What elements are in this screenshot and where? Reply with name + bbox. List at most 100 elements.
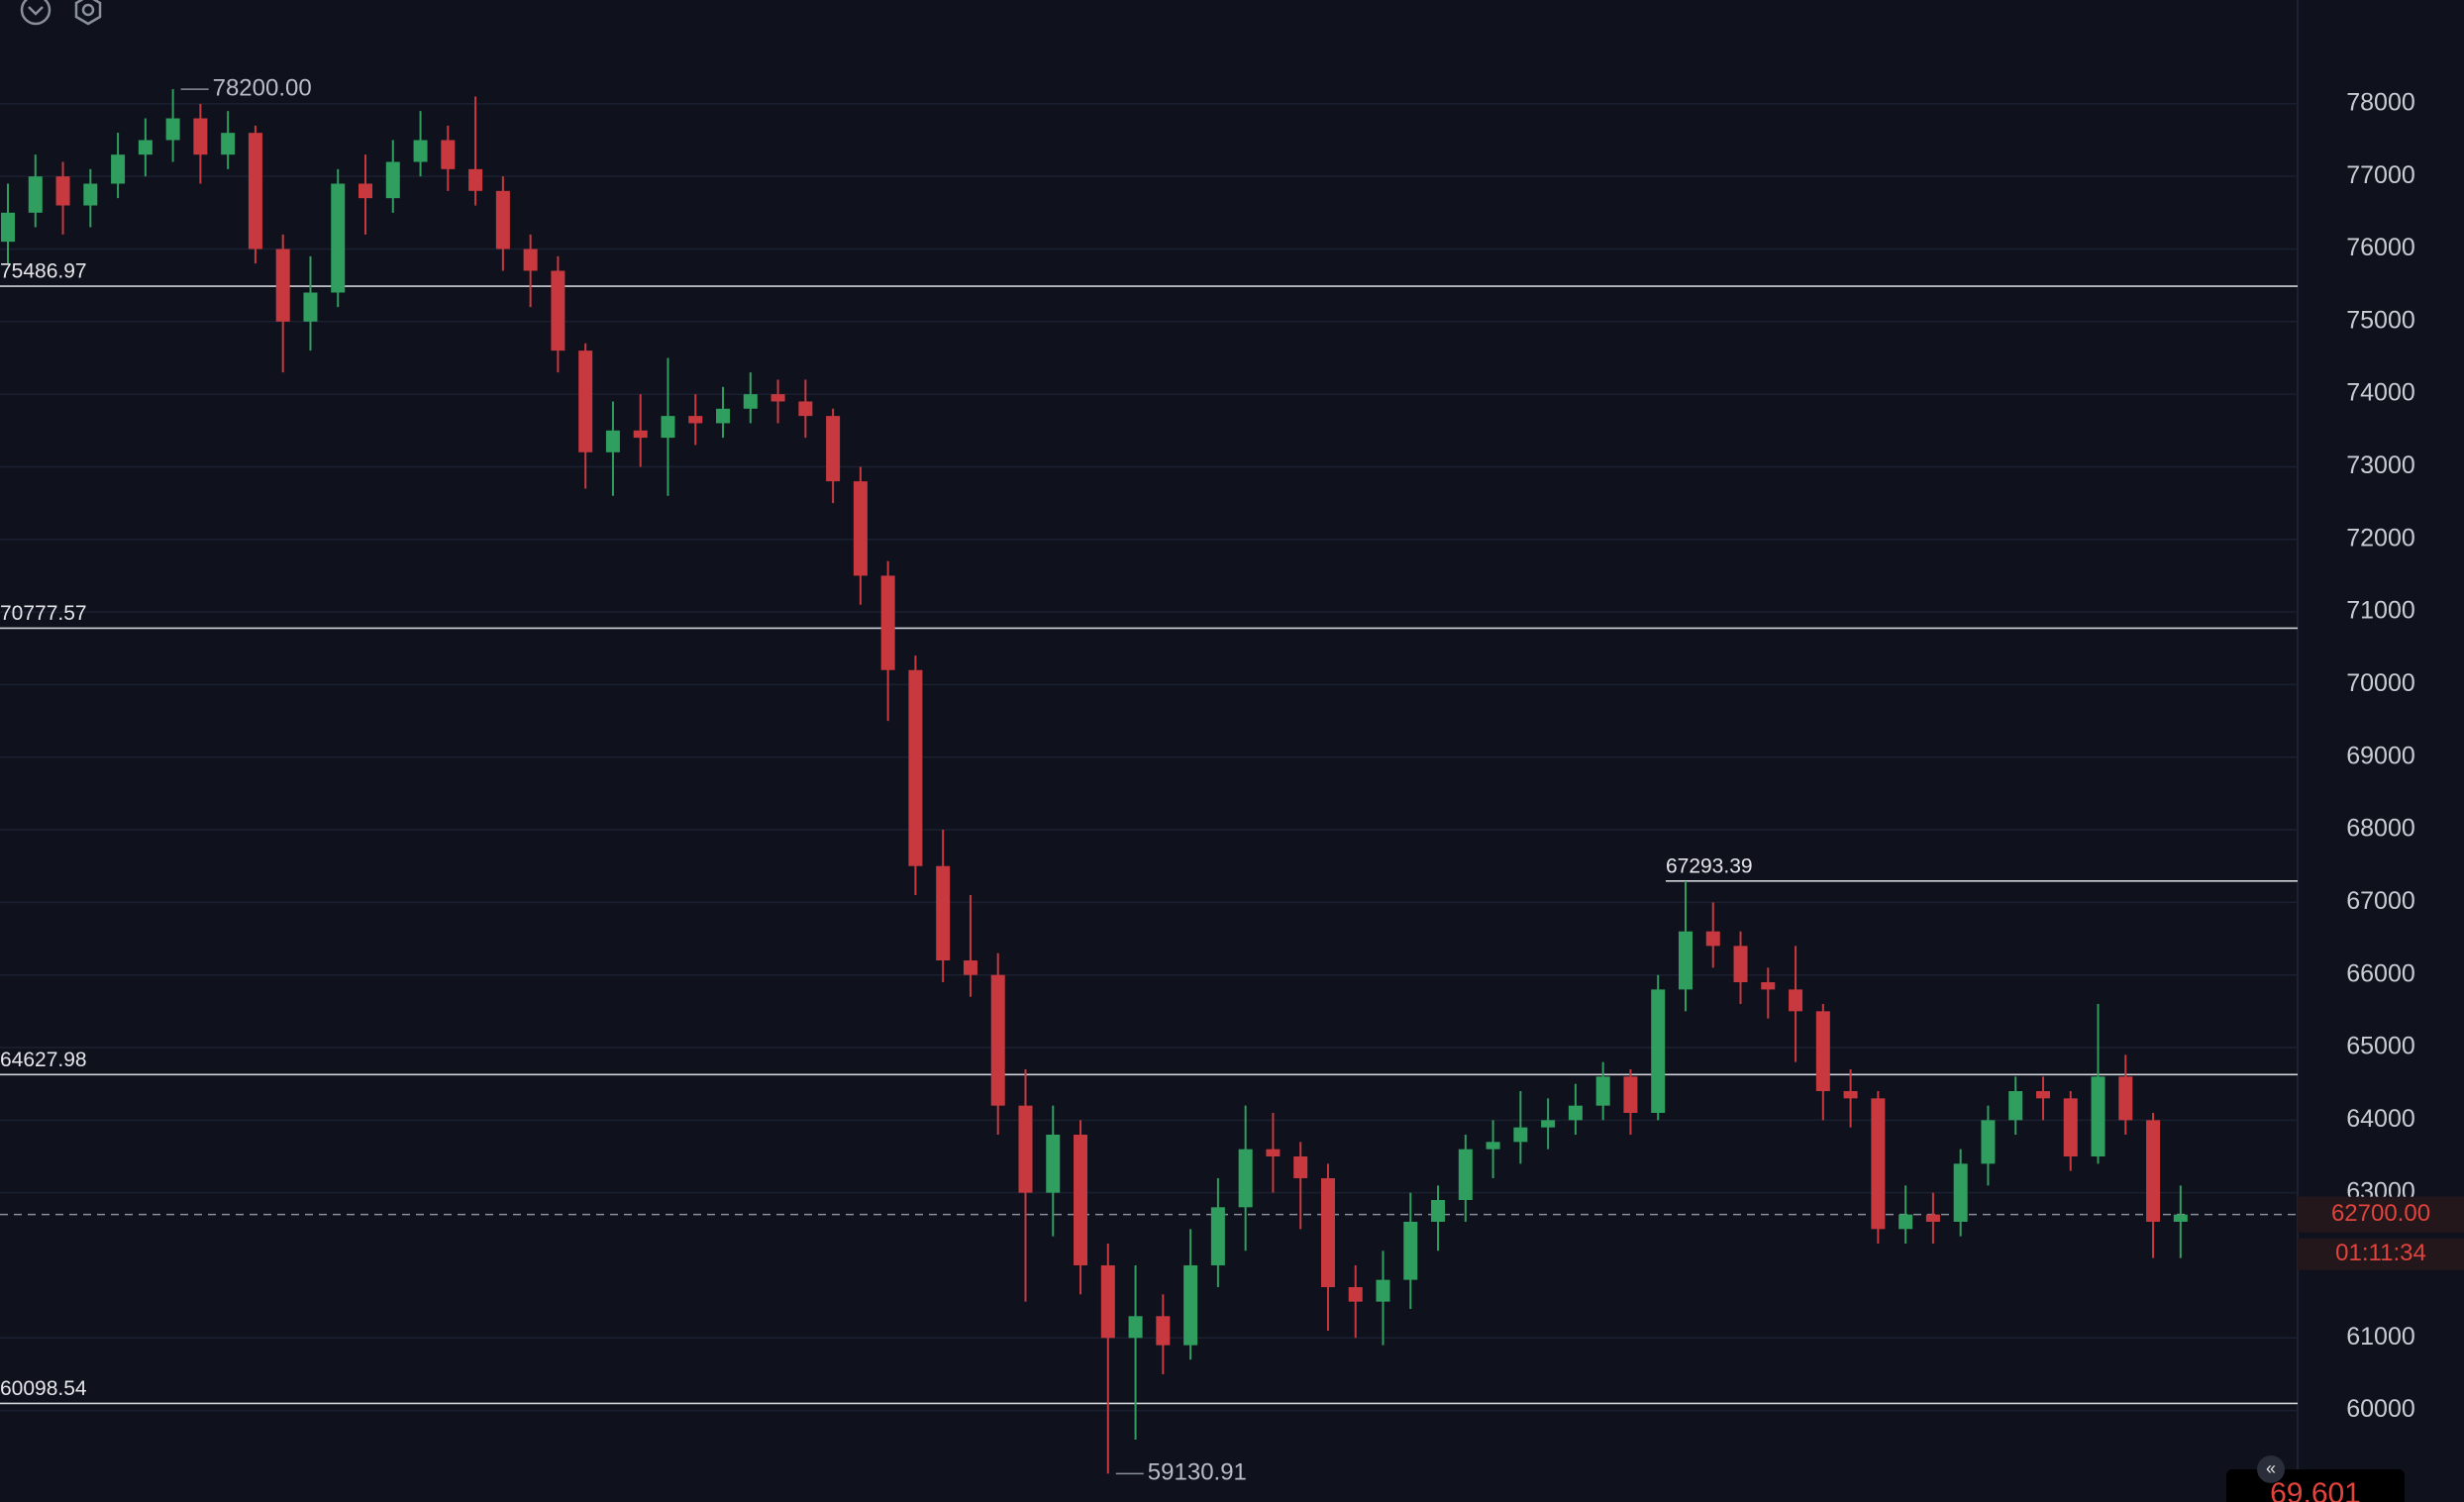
y-tick-label: 60000 (2346, 1395, 2415, 1423)
candle-body (826, 416, 841, 482)
candle-body (716, 408, 731, 424)
candle-body (55, 176, 70, 206)
high-marker-label: 78200.00 (213, 75, 312, 102)
y-tick-label: 69000 (2346, 742, 2415, 769)
candle-body (495, 190, 510, 250)
candle-body (303, 292, 318, 322)
y-tick-label: 75000 (2346, 306, 2415, 334)
scroll-button[interactable] (2257, 1455, 2285, 1483)
price-axis: 6000061000630006400065000660006700068000… (2298, 88, 2464, 1423)
candle-body (605, 430, 620, 452)
y-tick-label: 68000 (2346, 815, 2415, 843)
candle-body (578, 350, 593, 452)
toolbar-icons[interactable] (20, 0, 102, 26)
candle-body (1293, 1155, 1308, 1178)
candle-body (1705, 931, 1720, 947)
candle-body (688, 416, 703, 424)
candle-body (770, 394, 785, 402)
candle-body (1348, 1286, 1363, 1302)
bottom-label: 69,601 (2270, 1477, 2361, 1502)
candle-body (111, 154, 126, 184)
countdown-label: 01:11:34 (2335, 1240, 2426, 1266)
candle-body (1486, 1142, 1500, 1150)
candle-body (798, 401, 813, 417)
candle-body (2146, 1120, 2161, 1222)
candle-body (1210, 1207, 1225, 1265)
candle-body (138, 140, 153, 155)
candle-body (936, 865, 951, 961)
candles (1, 89, 2188, 1474)
candle-body (1568, 1105, 1583, 1121)
candle-body (1128, 1316, 1143, 1339)
candle-body (385, 161, 400, 199)
level-label: 64627.98 (0, 1049, 87, 1071)
candle-body (1651, 989, 1666, 1114)
low-marker-label: 59130.91 (1148, 1459, 1247, 1486)
current-price-label: 62700.00 (2331, 1200, 2430, 1227)
current-price-box (2298, 1196, 2464, 1233)
level-label: 70777.57 (0, 602, 87, 625)
candle-body (1046, 1134, 1061, 1193)
candle-body (1953, 1163, 1968, 1222)
candle-body (661, 416, 675, 439)
candle-body (743, 394, 758, 409)
collapse-icon[interactable] (20, 0, 51, 26)
countdown-box (2298, 1238, 2464, 1270)
y-tick-label: 73000 (2346, 451, 2415, 479)
candle-body (1761, 982, 1776, 990)
candle-body (2091, 1076, 2105, 1156)
candle-body (1156, 1316, 1171, 1346)
collapse-chevron (28, 6, 44, 16)
levels: 75486.97 70777.57 67293.39 64627.98 60098.54… (0, 75, 2298, 1486)
candle-body (1266, 1149, 1281, 1156)
candle-body (963, 960, 977, 975)
candle-body (1843, 1091, 1858, 1099)
candle-body (908, 669, 923, 866)
candle-body (1018, 1105, 1033, 1193)
candle-body (1789, 989, 1803, 1012)
settings-icon[interactable] (74, 0, 102, 26)
candle-body (1925, 1214, 1940, 1222)
candle-body (551, 270, 565, 351)
y-tick-label: 78000 (2346, 88, 2415, 116)
candle-body (1100, 1264, 1115, 1339)
candle-body (1733, 946, 1748, 983)
candle-body (2008, 1091, 2023, 1121)
y-tick-label: 70000 (2346, 669, 2415, 697)
y-tick-label: 77000 (2346, 161, 2415, 189)
level-label: 67293.39 (1666, 854, 1753, 877)
candle-body (1238, 1149, 1253, 1208)
candle-body (441, 140, 456, 169)
candle-body (1320, 1177, 1335, 1287)
candle-body (1, 212, 15, 243)
candle-body (1074, 1134, 1088, 1265)
candle-body (221, 133, 236, 155)
y-tick-label: 76000 (2346, 234, 2415, 261)
candle-body (1981, 1120, 1996, 1164)
candle-body (248, 133, 262, 250)
candle-body (990, 974, 1005, 1106)
candle-body (1513, 1127, 1528, 1143)
y-tick-label: 71000 (2346, 597, 2415, 625)
y-tick-label: 61000 (2346, 1323, 2415, 1351)
candle-body (1871, 1098, 1886, 1230)
candle-body (1403, 1221, 1418, 1280)
grid (0, 103, 2298, 1412)
candle-body (193, 118, 208, 155)
candle-body (165, 118, 180, 141)
y-tick-label: 66000 (2346, 959, 2415, 987)
candle-body (2063, 1098, 2078, 1156)
candle-body (1431, 1199, 1446, 1222)
candle-body (1678, 931, 1693, 990)
candle-body (1458, 1149, 1473, 1200)
candle-body (413, 140, 428, 162)
y-tick-label: 67000 (2346, 887, 2415, 915)
settings-dot (81, 3, 95, 17)
candle-body (1899, 1214, 1913, 1230)
y-tick-label: 74000 (2346, 379, 2415, 407)
candle-body (2173, 1214, 2188, 1222)
y-tick-label: 65000 (2346, 1033, 2415, 1060)
